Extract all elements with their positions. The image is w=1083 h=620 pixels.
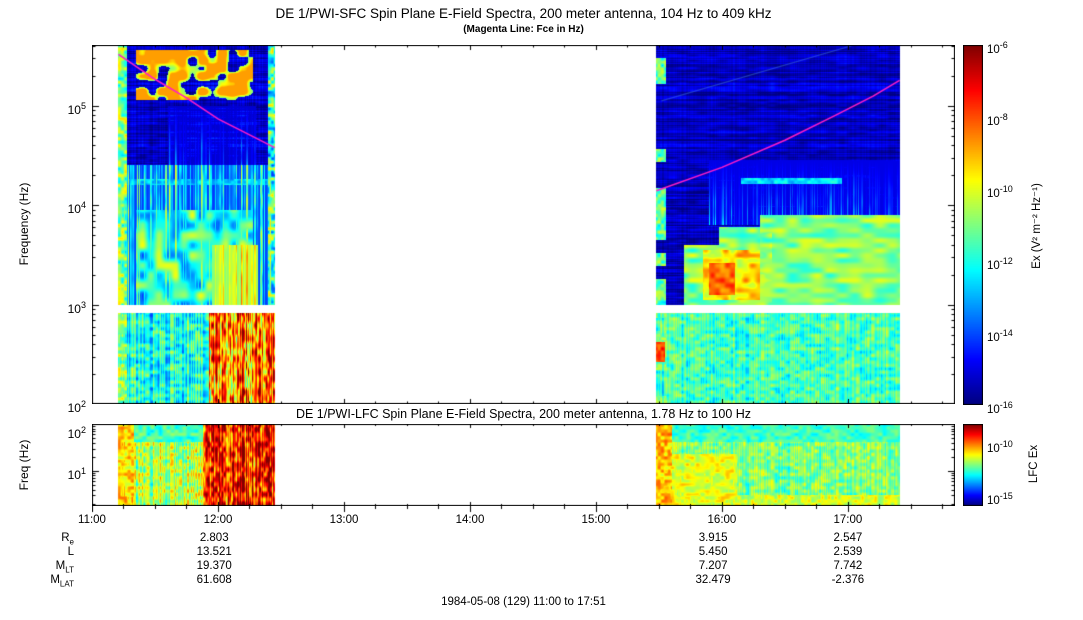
time-axis-ticks	[92, 506, 955, 515]
time-tick-label: 16:00	[707, 514, 737, 526]
ephemeris-row-label: MLAT	[50, 574, 74, 589]
ephemeris-value: 7.207	[698, 560, 728, 572]
lfc-y-tick-label: 102	[67, 425, 86, 441]
time-tick-label: 11:00	[78, 514, 106, 526]
sfc-y-tick-label: 104	[67, 200, 86, 217]
sfc-colorbar-tick-label: 10-14	[987, 328, 1013, 344]
ephemeris-value: 13.521	[196, 546, 232, 558]
date-range-label: 1984-05-08 (129) 11:00 to 17:51	[441, 596, 606, 608]
ephemeris-value: 5.450	[698, 546, 728, 558]
sfc-colorbar-tick-label: 10-12	[987, 256, 1013, 272]
lfc-spectrogram-canvas	[92, 424, 955, 506]
ephemeris-value: 2.539	[833, 546, 863, 558]
y-axis-label-freq: Freq (Hz)	[17, 439, 31, 491]
time-tick-label: 13:00	[329, 514, 359, 526]
ephemeris-value: 7.742	[833, 560, 863, 572]
time-tick-label: 12:00	[203, 514, 233, 526]
ephemeris-value: 2.547	[833, 532, 863, 544]
time-tick-label: 15:00	[581, 514, 611, 526]
time-tick-label: 17:00	[833, 514, 863, 526]
ephemeris-value: 19.370	[196, 560, 232, 572]
sfc-spectrogram-canvas	[92, 45, 955, 404]
ephemeris-row-label: L	[67, 546, 74, 558]
ephemeris-row-label: MLT	[55, 560, 74, 575]
sfc-colorbar-tick-label: 10-6	[987, 40, 1008, 56]
ephemeris-value: 32.479	[695, 574, 731, 586]
ephemeris-value: -2.376	[831, 574, 865, 586]
lfc-y-tick-label: 101	[67, 465, 86, 482]
sfc-y-tick-label: 102	[67, 399, 86, 415]
sfc-colorbar-label: Ex (V² m⁻² Hz⁻¹)	[1031, 183, 1043, 269]
ephemeris-value: 2.803	[199, 532, 229, 544]
ephemeris-value: 61.608	[196, 574, 232, 586]
lfc-colorbar	[963, 424, 983, 506]
time-tick-label: 14:00	[455, 514, 485, 526]
sfc-panel-subtitle: (Magenta Line: Fce in Hz)	[463, 24, 584, 35]
y-axis-label-frequency: Frequency (Hz)	[17, 182, 31, 266]
sfc-colorbar	[963, 45, 983, 405]
sfc-colorbar-tick-label: 10-16	[987, 400, 1013, 416]
sfc-panel-title: DE 1/PWI-SFC Spin Plane E-Field Spectra,…	[275, 6, 772, 21]
sfc-colorbar-tick-label: 10-10	[987, 184, 1013, 200]
lfc-colorbar-tick-label: 10-15	[987, 490, 1013, 507]
ephemeris-row-label: Re	[61, 532, 74, 547]
lfc-panel-title: DE 1/PWI-LFC Spin Plane E-Field Spectra,…	[295, 407, 752, 421]
sfc-y-tick-label: 105	[67, 100, 86, 117]
ephemeris-value: 3.915	[698, 532, 728, 544]
lfc-colorbar-tick-label: 10-10	[987, 439, 1013, 456]
sfc-y-tick-label: 103	[67, 299, 86, 316]
sfc-colorbar-tick-label: 10-8	[987, 112, 1008, 128]
